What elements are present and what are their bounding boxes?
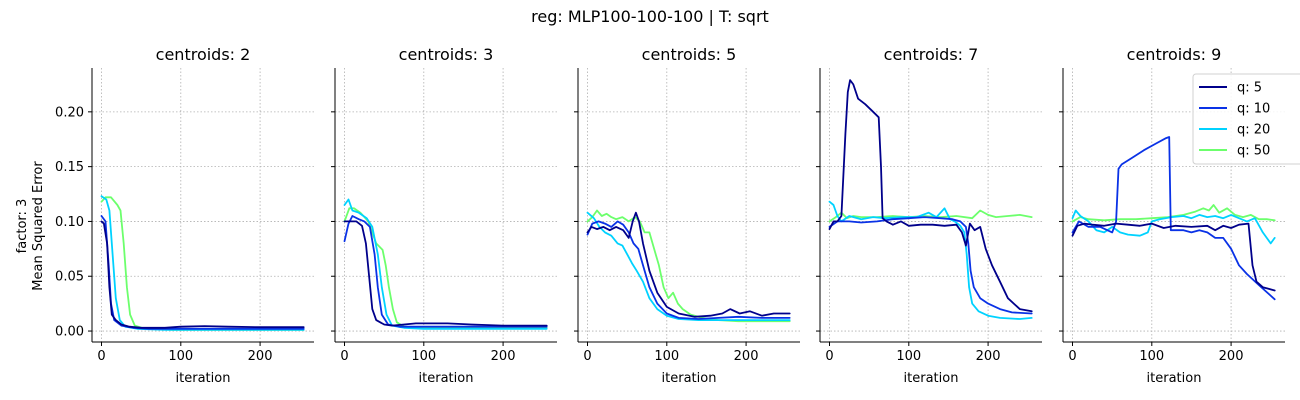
- y-axis-label-line1: factor: 3: [15, 199, 30, 254]
- subplot-title: centroids: 3: [399, 45, 494, 64]
- x-tick-label: 100: [1139, 349, 1164, 364]
- x-tick-label: 200: [734, 349, 759, 364]
- x-axis-label: iteration: [419, 371, 474, 386]
- subplot-4: centroids: 7 0 100 200 iteration: [816, 45, 1042, 386]
- legend-item: q: 10: [1199, 102, 1270, 117]
- x-tick-label: 100: [168, 349, 193, 364]
- legend-label: q: 10: [1237, 102, 1270, 117]
- series-line-q10: [1071, 136, 1276, 301]
- series-line-q20: [343, 198, 548, 330]
- series-line-q20: [100, 195, 305, 331]
- series-line-q20: [828, 200, 1033, 320]
- subplot-title: centroids: 9: [1127, 45, 1222, 64]
- subplot-1: centroids: 2 0 100 200 0.00 0.05 0.10 0.15 0.20 i…: [55, 45, 314, 386]
- x-axis-label: iteration: [662, 371, 717, 386]
- subplots: centroids: 2 0 100 200 0.00 0.05 0.10 0.15 0.20 i…: [55, 45, 1285, 386]
- x-tick-label: 200: [491, 349, 516, 364]
- y-tick-label: 0.20: [55, 105, 84, 120]
- legend-label: q: 20: [1237, 123, 1270, 138]
- series-line-q5: [1071, 222, 1276, 292]
- subplot-2: centroids: 3 0 100 200 iteration: [331, 45, 557, 386]
- legend-label: q: 5: [1237, 81, 1262, 96]
- x-tick-label: 0: [825, 349, 833, 364]
- series-line-q50: [1071, 204, 1276, 223]
- series-line-q50: [343, 207, 548, 329]
- series-line-q50: [586, 209, 791, 323]
- y-tick-label: 0.05: [55, 270, 84, 285]
- subplot-title: centroids: 2: [156, 45, 251, 64]
- series-line-q10: [828, 216, 1033, 315]
- x-tick-label: 100: [896, 349, 921, 364]
- series-line-q20: [1071, 209, 1276, 245]
- legend-item: q: 50: [1199, 144, 1270, 159]
- series-line-q50: [100, 196, 305, 331]
- series-line-q5: [100, 220, 305, 329]
- x-tick-label: 0: [1068, 349, 1076, 364]
- legend: q: 5 q: 10 q: 20 q: 50: [1192, 73, 1300, 165]
- x-axis-label: iteration: [176, 371, 231, 386]
- y-tick-label: 0.00: [55, 325, 84, 340]
- series-line-q10: [586, 220, 791, 320]
- x-tick-label: 200: [248, 349, 273, 364]
- legend-label: q: 50: [1237, 144, 1270, 159]
- legend-box: [1192, 73, 1300, 165]
- x-tick-label: 100: [654, 349, 679, 364]
- series-line-q10: [100, 215, 305, 330]
- series-line-q5: [828, 79, 1033, 313]
- subplot-title: centroids: 5: [642, 45, 737, 64]
- series-line-q20: [586, 211, 791, 321]
- legend-item: q: 20: [1199, 123, 1270, 138]
- x-tick-label: 0: [97, 349, 105, 364]
- figure-title: reg: MLP100-100-100 | T: sqrt: [531, 7, 769, 26]
- series-line-q10: [343, 215, 548, 328]
- x-axis-label: iteration: [904, 371, 959, 386]
- series-line-q50: [828, 209, 1033, 223]
- x-tick-label: 0: [583, 349, 591, 364]
- subplot-5: centroids: 9 0 100 200 iteration: [1059, 45, 1285, 386]
- series-line-q5: [586, 211, 791, 318]
- x-tick-label: 0: [340, 349, 348, 364]
- y-tick-label: 0.15: [55, 160, 84, 175]
- legend-item: q: 5: [1199, 81, 1262, 96]
- y-axis-label-line2: Mean Squared Error: [31, 161, 46, 291]
- x-axis-label: iteration: [1147, 371, 1202, 386]
- x-tick-label: 100: [411, 349, 436, 364]
- y-tick-label: 0.10: [55, 215, 84, 230]
- x-tick-label: 200: [976, 349, 1001, 364]
- x-tick-label: 200: [1219, 349, 1244, 364]
- series-line-q5: [343, 220, 548, 327]
- subplot-title: centroids: 7: [884, 45, 979, 64]
- subplot-3: centroids: 5 0 100 200 iteration: [574, 45, 800, 386]
